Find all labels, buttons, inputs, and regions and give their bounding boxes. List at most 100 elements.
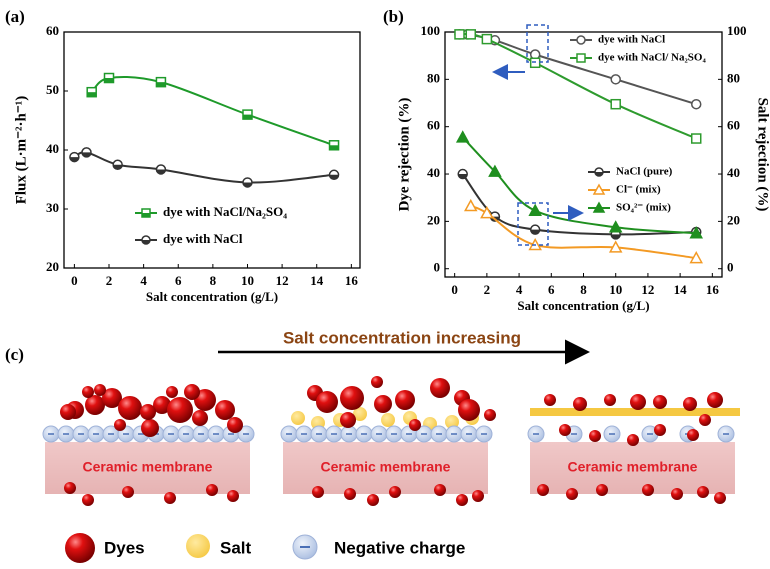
legend-label: Cl⁻ (mix) — [616, 184, 661, 196]
dye-molecule — [409, 419, 421, 431]
dye-molecule — [82, 386, 94, 398]
y2-tick-label: 0 — [727, 260, 734, 275]
data-point — [156, 165, 165, 174]
dye-molecule — [627, 434, 639, 446]
x-tick-label: 12 — [641, 282, 654, 297]
dye-molecule — [60, 404, 76, 420]
dye-molecule — [206, 484, 218, 496]
x-tick-label: 14 — [674, 282, 688, 297]
legend-salt-icon — [186, 534, 210, 558]
x-tick-label: 12 — [276, 273, 289, 288]
dye-molecule — [167, 397, 193, 423]
x-tick-label: 0 — [451, 282, 458, 297]
legend-marker — [142, 236, 150, 244]
marker-shape — [692, 100, 701, 109]
dye-molecule — [340, 412, 356, 428]
data-point — [87, 88, 96, 97]
dye-molecule — [166, 386, 178, 398]
dye-molecule — [389, 486, 401, 498]
legend-text: Negative charge — [334, 538, 465, 557]
marker-fill — [87, 92, 96, 97]
data-point — [457, 132, 468, 142]
marker-shape — [465, 200, 476, 210]
dye-molecule — [114, 419, 126, 431]
dye-molecule — [184, 384, 200, 400]
y-tick-label: 80 — [427, 70, 440, 85]
dye-molecule — [141, 419, 159, 437]
data-point — [243, 178, 252, 187]
panel-label: (a) — [5, 7, 25, 26]
dye-molecule — [484, 409, 496, 421]
membrane-label: Ceramic membrane — [83, 459, 213, 475]
data-point — [243, 110, 252, 119]
x-tick-label: 2 — [484, 282, 491, 297]
dye-molecule — [630, 394, 646, 410]
legend-marker — [577, 36, 585, 44]
y-tick-label: 30 — [46, 200, 59, 215]
dye-molecule — [374, 395, 392, 413]
panel-label: (c) — [5, 345, 24, 364]
y2-tick-label: 80 — [727, 70, 740, 85]
dye-molecule — [64, 482, 76, 494]
dye-molecule — [344, 488, 356, 500]
dye-molecule — [192, 410, 208, 426]
data-point — [465, 200, 476, 210]
dye-molecule — [653, 395, 667, 409]
y-tick-label: 100 — [421, 23, 441, 38]
data-point — [692, 134, 701, 143]
y-axis-label: Flux (L·m⁻²·h⁻¹) — [13, 96, 29, 205]
marker-shape — [577, 54, 585, 62]
marker-shape — [611, 100, 620, 109]
legend-text: Salt — [220, 538, 252, 557]
data-point — [531, 58, 540, 67]
marker-fill — [156, 82, 165, 87]
legend-marker — [577, 54, 585, 62]
y2-tick-label: 20 — [727, 212, 740, 227]
x-tick-label: 2 — [106, 273, 113, 288]
dye-molecule — [94, 384, 106, 396]
x-tick-label: 6 — [548, 282, 555, 297]
marker-shape — [466, 30, 475, 39]
dye-molecule — [434, 484, 446, 496]
dye-molecule — [367, 494, 379, 506]
salt-ion — [291, 411, 305, 425]
dye-molecule — [596, 484, 608, 496]
schematic: Ceramic membrane Ceramic membrane Ceramic … — [43, 376, 740, 506]
legend-label: dye with NaCl/Na₂SO₄ — [163, 204, 287, 219]
dye-molecule — [544, 394, 556, 406]
dye-molecule — [164, 492, 176, 504]
data-point — [70, 153, 79, 162]
y2-axis-label: Salt rejection (%) — [755, 98, 770, 212]
membrane-label: Ceramic membrane — [321, 459, 451, 475]
marker-shape — [531, 58, 540, 67]
dye-molecule — [683, 397, 697, 411]
dye-molecule — [654, 424, 666, 436]
y-tick-label: 0 — [434, 260, 441, 275]
page: (a)02468101214162030405060Salt concentra… — [0, 0, 770, 569]
dye-molecule — [714, 492, 726, 504]
dye-molecule — [671, 488, 683, 500]
marker-shape — [457, 132, 468, 142]
dye-molecule — [604, 394, 616, 406]
legend-marker — [595, 168, 603, 176]
data-point — [530, 205, 541, 215]
dye-molecule — [371, 376, 383, 388]
dye-molecule — [687, 429, 699, 441]
x-tick-label: 4 — [516, 282, 523, 297]
series-line — [92, 77, 334, 145]
x-tick-label: 6 — [175, 273, 182, 288]
data-point — [330, 170, 339, 179]
data-point — [455, 30, 464, 39]
membrane-label: Ceramic membrane — [568, 459, 698, 475]
dye-molecule — [458, 399, 480, 421]
y2-tick-label: 40 — [727, 165, 740, 180]
dye-molecule — [227, 490, 239, 502]
legend-dye-icon — [65, 533, 95, 563]
figure: (a)02468101214162030405060Salt concentra… — [0, 0, 770, 569]
y-tick-label: 20 — [46, 259, 59, 274]
dye-molecule — [312, 486, 324, 498]
dye-molecule — [215, 400, 235, 420]
data-point — [156, 78, 165, 87]
data-point — [82, 148, 91, 157]
dye-molecule — [430, 378, 450, 398]
